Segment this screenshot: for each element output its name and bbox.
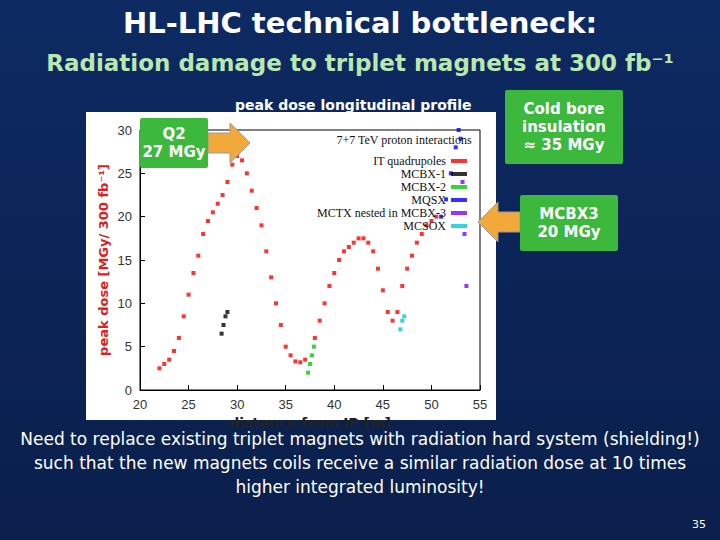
svg-text:40: 40 [327,397,341,412]
html-text:≈ 35 MGy: ≈ 35 MGy [523,136,605,154]
svg-text:25: 25 [118,166,132,181]
html-text:Cold bore: Cold bore [523,100,605,118]
svg-text:35: 35 [278,397,292,412]
html-text:HL-LHC technical bottleneck:: HL-LHC technical bottleneck: [123,6,597,40]
html-text:insulation: insulation [522,118,606,136]
svg-text:7+7 TeV proton interactions: 7+7 TeV proton interactions [336,133,471,147]
svg-text:55: 55 [473,397,487,412]
svg-text:MCTX nested in MCBX-3: MCTX nested in MCBX-3 [317,206,446,220]
svg-text:30: 30 [230,397,244,412]
svg-text:30: 30 [118,123,132,138]
svg-text:15: 15 [118,253,132,268]
html-text:27 MGy: 27 MGy [142,143,206,161]
svg-text:peak dose [MGy/ 300 fb⁻¹]: peak dose [MGy/ 300 fb⁻¹] [96,164,111,356]
svg-text:20: 20 [118,209,132,224]
svg-text:25: 25 [181,397,195,412]
svg-text:distance from IP [m]: distance from IP [m] [229,415,391,431]
svg-text:IT quadrupoles: IT quadrupoles [373,154,446,168]
html-text:35: 35 [692,518,706,531]
html-text:Q2: Q2 [162,125,186,143]
svg-text:5: 5 [125,339,132,354]
svg-text:45: 45 [376,397,390,412]
svg-text:MCBX-2: MCBX-2 [401,180,446,194]
svg-text:50: 50 [424,397,438,412]
html-text:MCBX3: MCBX3 [539,205,599,223]
svg-text:20: 20 [133,397,147,412]
html-text:Radiation damage to triplet ma: Radiation damage to triplet magnets at 3… [46,50,674,76]
svg-text:10: 10 [118,296,132,311]
html-text:20 MGy: 20 MGy [537,223,601,241]
svg-text:MCBX-1: MCBX-1 [401,167,446,181]
html-text:Need to replace existing tripl: Need to replace existing triplet magnets… [20,429,700,497]
svg-text:MQSX: MQSX [411,193,446,207]
svg-text:0: 0 [125,383,132,398]
svg-text:MCSOX: MCSOX [403,219,446,233]
svg-text:peak dose longitudinal profile: peak dose longitudinal profile [235,97,471,113]
